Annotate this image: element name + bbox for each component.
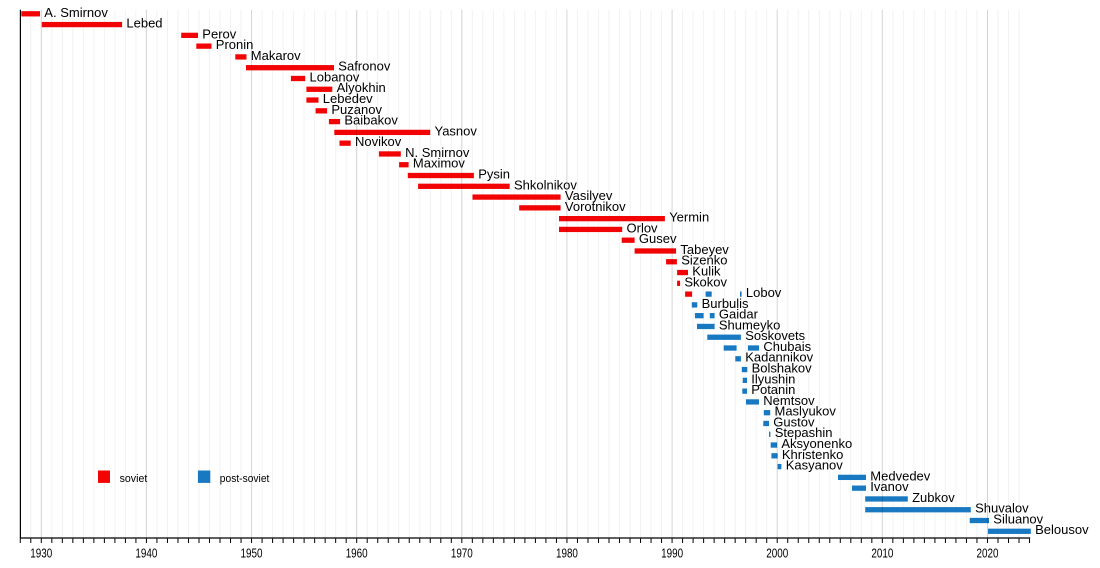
svg-text:Bolshakov: Bolshakov (752, 361, 812, 376)
svg-text:Siluanov: Siluanov (993, 511, 1043, 526)
svg-text:Chubais: Chubais (763, 339, 811, 354)
svg-text:2000: 2000 (766, 546, 788, 560)
svg-text:Shuvalov: Shuvalov (975, 501, 1029, 516)
svg-text:Orlov: Orlov (627, 220, 659, 235)
svg-text:A. Smirnov: A. Smirnov (44, 5, 108, 20)
svg-text:1930: 1930 (30, 546, 52, 560)
svg-text:Makarov: Makarov (251, 48, 301, 63)
svg-text:Sizenko: Sizenko (681, 253, 727, 268)
svg-text:Novikov: Novikov (355, 134, 402, 149)
svg-text:Lebed: Lebed (126, 16, 162, 31)
svg-text:Kasyanov: Kasyanov (786, 458, 844, 473)
svg-text:1970: 1970 (451, 546, 473, 560)
svg-text:Soskovets: Soskovets (745, 328, 805, 343)
svg-text:Pronin: Pronin (216, 37, 254, 52)
svg-text:Gusev: Gusev (639, 231, 677, 246)
svg-text:Zubkov: Zubkov (912, 490, 955, 505)
svg-text:Alyokhin: Alyokhin (337, 80, 386, 95)
svg-text:Kulik: Kulik (692, 263, 721, 278)
svg-text:Stepashin: Stepashin (775, 425, 833, 440)
svg-text:Tabeyev: Tabeyev (680, 242, 729, 257)
svg-text:Ivanov: Ivanov (870, 479, 909, 494)
svg-text:Potanin: Potanin (751, 382, 795, 397)
svg-text:Khristenko: Khristenko (782, 447, 843, 462)
svg-text:Baibakov: Baibakov (344, 113, 398, 128)
svg-text:Shumeyko: Shumeyko (719, 317, 780, 332)
svg-text:1940: 1940 (135, 546, 157, 560)
svg-text:Kadannikov: Kadannikov (745, 350, 813, 365)
svg-text:Burbulis: Burbulis (702, 296, 749, 311)
svg-text:1980: 1980 (556, 546, 578, 560)
svg-text:Medvedev: Medvedev (870, 468, 930, 483)
svg-text:Pysin: Pysin (478, 166, 510, 181)
svg-text:N. Smirnov: N. Smirnov (405, 145, 470, 160)
svg-text:Vasilyev: Vasilyev (565, 188, 613, 203)
svg-text:Safronov: Safronov (338, 59, 391, 74)
svg-text:Skokov: Skokov (684, 274, 727, 289)
svg-text:Puzanov: Puzanov (331, 102, 382, 117)
svg-text:Belousov: Belousov (1035, 522, 1089, 537)
svg-text:Perov: Perov (202, 26, 236, 41)
svg-text:Yermin: Yermin (669, 210, 709, 225)
svg-text:Vorotnikov: Vorotnikov (565, 199, 626, 214)
svg-text:Maximov: Maximov (413, 156, 466, 171)
svg-text:Maslyukov: Maslyukov (775, 404, 837, 419)
svg-text:Lebedev: Lebedev (323, 91, 373, 106)
svg-text:post-soviet: post-soviet (220, 473, 270, 485)
svg-text:1990: 1990 (661, 546, 683, 560)
svg-text:Gustov: Gustov (773, 414, 815, 429)
svg-text:Aksyonenko: Aksyonenko (781, 436, 852, 451)
svg-text:1960: 1960 (346, 546, 368, 560)
svg-text:Ilyushin: Ilyushin (751, 371, 795, 386)
svg-text:soviet: soviet (120, 473, 148, 485)
svg-text:Lobov: Lobov (746, 285, 782, 300)
svg-text:1950: 1950 (241, 546, 263, 560)
svg-text:2010: 2010 (871, 546, 893, 560)
svg-text:Shkolnikov: Shkolnikov (514, 177, 577, 192)
svg-text:2020: 2020 (976, 546, 998, 560)
svg-text:Nemtsov: Nemtsov (763, 393, 815, 408)
svg-text:Lobanov: Lobanov (310, 69, 360, 84)
svg-text:Yasnov: Yasnov (435, 123, 478, 138)
svg-text:Gaidar: Gaidar (719, 307, 759, 322)
